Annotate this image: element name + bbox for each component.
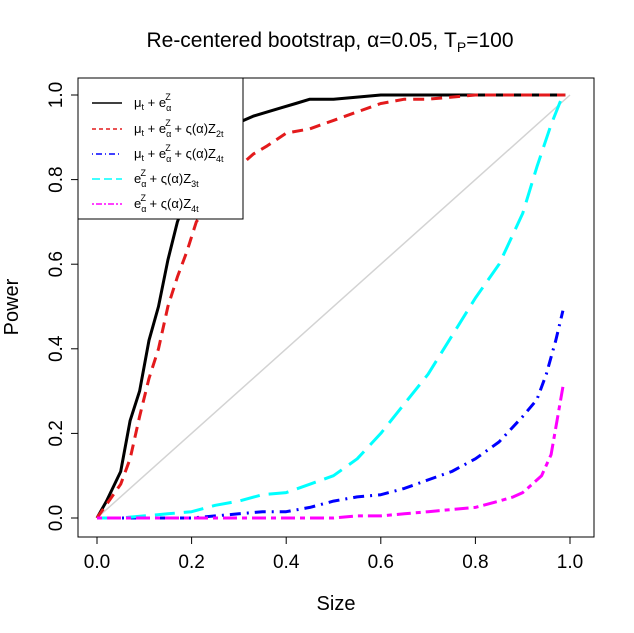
x-tick-label: 1.0 [557, 552, 583, 573]
legend-label: eαZ + ς(α)Z4t [134, 193, 199, 214]
y-tick-label: 0.6 [46, 251, 67, 277]
y-axis-label: Power [1, 278, 23, 335]
y-tick-label: 1.0 [46, 82, 67, 108]
x-tick-label: 0.2 [178, 552, 204, 573]
y-tick-label: 0.0 [46, 505, 67, 531]
legend-label: μt + eαZ + ς(α)Z4t [134, 143, 224, 164]
legend-entry: μt + eαZ [92, 92, 171, 113]
chart-title: Re-centered bootstrap, α=0.05, TP=100 [146, 29, 513, 55]
legend-entry: μt + eαZ + ς(α)Z4t [92, 143, 224, 164]
legend: μt + eαZ μt + eαZ + ς(α)Z2t μt + eαZ + ς… [77, 77, 244, 220]
legend-entry: eαZ + ς(α)Z4t [92, 193, 199, 214]
y-tick-label: 0.4 [46, 335, 67, 362]
legend-entry: μt + eαZ + ς(α)Z2t [92, 118, 224, 139]
series-line-4 [97, 94, 565, 520]
legend-label: eαZ + ς(α)Z3t [134, 168, 199, 189]
x-tick-label: 0.6 [368, 552, 394, 573]
reference-line-layer [96, 94, 571, 519]
x-axis: 0.0 0.2 0.4 0.6 0.8 1.0 [84, 536, 583, 573]
legend-box [77, 77, 244, 220]
x-tick-label: 0.0 [84, 552, 110, 573]
x-tick-label: 0.8 [462, 552, 488, 573]
x-tick-label: 0.4 [273, 552, 300, 573]
legend-label: μt + eαZ + ς(α)Z2t [134, 118, 224, 139]
series-line-5 [97, 386, 565, 520]
legend-entry: eαZ + ς(α)Z3t [92, 168, 199, 189]
y-axis: 0.0 0.2 0.4 0.6 0.8 1.0 [46, 82, 79, 531]
series-line-3 [97, 310, 565, 520]
legend-label: μt + eαZ [134, 92, 171, 113]
reference-diagonal-line [96, 94, 571, 519]
y-tick-label: 0.2 [46, 420, 67, 446]
y-tick-label: 0.8 [46, 166, 67, 192]
x-axis-label: Size [317, 593, 356, 615]
